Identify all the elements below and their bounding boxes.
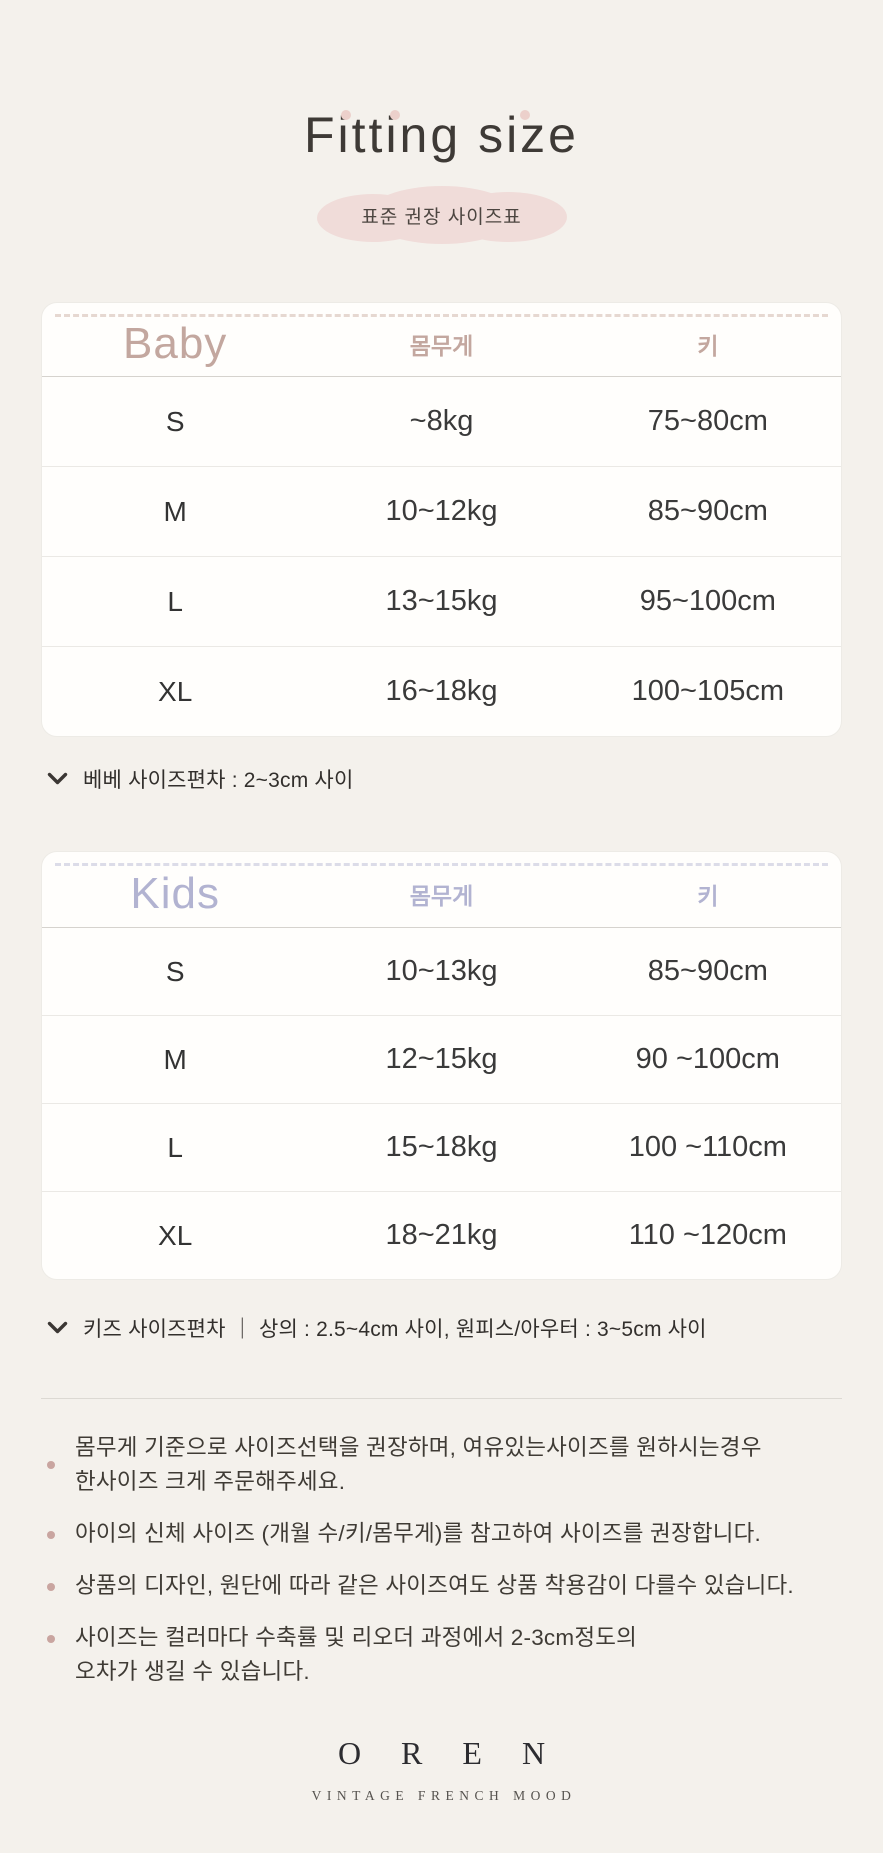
list-item: 몸무게 기준으로 사이즈선택을 권장하며, 여유있는사이즈를 원하시는경우 한사…: [47, 1431, 839, 1499]
weight-value: 10~13kg: [385, 955, 498, 987]
table-row: S 10~13kg 85~90cm: [42, 928, 841, 1016]
subtitle-badge-label: 표준 권장 사이즈표: [361, 206, 522, 228]
height-value: 110 ~120cm: [628, 1219, 787, 1251]
chevron-down-icon: [47, 772, 68, 785]
table-row: M 12~15kg 90 ~100cm: [42, 1016, 841, 1104]
height-value: 100~105cm: [631, 675, 785, 707]
weight-value: 12~15kg: [385, 1043, 498, 1075]
column-header-weight: 몸무게: [409, 882, 474, 909]
note-line: 한사이즈 크게 주문해주세요.: [75, 1469, 346, 1494]
size-label: XL: [158, 1219, 193, 1251]
weight-value: 18~21kg: [385, 1219, 498, 1251]
weight-value: ~8kg: [409, 405, 474, 437]
table-title: Baby: [123, 318, 228, 368]
size-label: L: [167, 1131, 183, 1163]
baby-table-header: Baby 몸무게 키: [42, 303, 841, 377]
note-line: 사이즈는 컬러마다 수축률 및 리오더 과정에서 2-3cm정도의: [75, 1625, 638, 1650]
size-label: S: [165, 955, 185, 987]
size-label: L: [167, 585, 183, 617]
height-value: 95~100cm: [639, 585, 776, 617]
column-header-weight: 몸무게: [409, 332, 474, 359]
list-item: 상품의 디자인, 원단에 따라 같은 사이즈여도 상품 착용감이 다를수 있습니…: [47, 1569, 839, 1603]
pink-dot-icon: [520, 110, 531, 120]
weight-value: 16~18kg: [385, 675, 498, 707]
weight-value: 13~15kg: [385, 585, 498, 617]
table-row: M 10~12kg 85~90cm: [42, 467, 841, 557]
note-line: 오차가 생길 수 있습니다.: [75, 1659, 310, 1684]
chevron-down-icon: [47, 1321, 68, 1334]
weight-value: 15~18kg: [385, 1131, 498, 1163]
table-title: Kids: [130, 868, 220, 918]
dashed-divider: [55, 314, 828, 317]
bullet-dot-icon: [47, 1461, 55, 1469]
table-row: S ~8kg 75~80cm: [42, 377, 841, 467]
pink-dot-icon: [390, 110, 401, 120]
height-value: 90 ~100cm: [635, 1043, 780, 1075]
height-value: 100 ~110cm: [628, 1131, 787, 1163]
brand-logo: O R E N: [337, 1735, 562, 1771]
brand-tagline: VINTAGE FRENCH MOOD: [311, 1788, 577, 1803]
size-label: S: [165, 405, 185, 437]
bullet-dot-icon: [47, 1583, 55, 1591]
table-row: XL 18~21kg 110 ~120cm: [42, 1192, 841, 1279]
kids-size-note: 키즈 사이즈편차 ｜ 상의 : 2.5~4cm 사이, 원피스/아우터 : 3~…: [0, 1312, 883, 1344]
page-header: Fitting size 표준 권장 사이즈표: [0, 0, 883, 244]
height-value: 85~90cm: [647, 955, 768, 987]
column-header-height: 키: [697, 882, 719, 909]
note-text: 키즈 사이즈편차 ｜ 상의 : 2.5~4cm 사이, 원피스/아우터 : 3~…: [83, 1318, 707, 1341]
dashed-divider: [55, 863, 828, 866]
table-row: L 15~18kg 100 ~110cm: [42, 1104, 841, 1192]
kids-size-table: Kids 몸무게 키 S 10~13kg 85~90cm M 12~15kg 9…: [41, 851, 842, 1280]
pink-dot-icon: [341, 110, 352, 120]
note-line: 상품의 디자인, 원단에 따라 같은 사이즈여도 상품 착용감이 다를수 있습니…: [75, 1573, 794, 1598]
kids-table-header: Kids 몸무게 키: [42, 852, 841, 928]
baby-size-table: Baby 몸무게 키 S ~8kg 75~80cm M 10~12kg 85~9…: [41, 302, 842, 737]
brand-footer: O R E N VINTAGE FRENCH MOOD: [0, 1735, 883, 1804]
page-title: Fitting size: [304, 104, 579, 166]
note-line: 아이의 신체 사이즈 (개월 수/키/몸무게)를 참고하여 사이즈를 권장합니다…: [75, 1521, 761, 1546]
note-text: 베베 사이즈편차 : 2~3cm 사이: [83, 769, 354, 792]
list-item: 사이즈는 컬러마다 수축률 및 리오더 과정에서 2-3cm정도의 오차가 생길…: [47, 1621, 839, 1689]
note-line: 몸무게 기준으로 사이즈선택을 권장하며, 여유있는사이즈를 원하시는경우: [75, 1435, 762, 1460]
section-divider: [41, 1398, 842, 1399]
subtitle-badge: 표준 권장 사이즈표: [316, 186, 567, 244]
list-item: 아이의 신체 사이즈 (개월 수/키/몸무게)를 참고하여 사이즈를 권장합니다…: [47, 1517, 839, 1551]
column-header-height: 키: [697, 332, 719, 359]
bullet-dot-icon: [47, 1635, 55, 1643]
weight-value: 10~12kg: [385, 495, 498, 527]
height-value: 85~90cm: [647, 495, 768, 527]
size-label: M: [163, 495, 187, 527]
badge-blob: [366, 186, 517, 244]
height-value: 75~80cm: [647, 405, 768, 437]
size-guide-notes: 몸무게 기준으로 사이즈선택을 권장하며, 여유있는사이즈를 원하시는경우 한사…: [0, 1431, 883, 1689]
size-label: XL: [158, 675, 193, 707]
table-row: L 13~15kg 95~100cm: [42, 557, 841, 647]
table-row: XL 16~18kg 100~105cm: [42, 647, 841, 736]
size-label: M: [163, 1043, 187, 1075]
bullet-dot-icon: [47, 1531, 55, 1539]
baby-size-note: 베베 사이즈편차 : 2~3cm 사이: [0, 763, 883, 795]
